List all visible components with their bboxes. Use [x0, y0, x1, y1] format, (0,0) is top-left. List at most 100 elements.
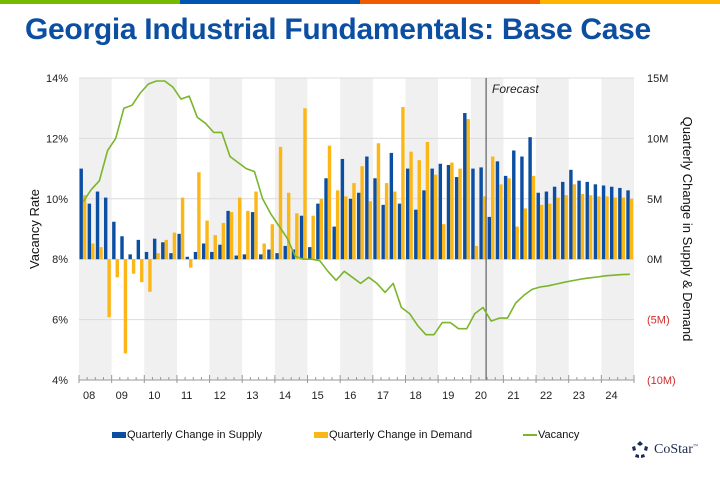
supply-bar — [512, 150, 516, 260]
demand-bar — [597, 196, 601, 260]
supply-bar — [528, 137, 532, 260]
x-tick-label: 08 — [83, 390, 95, 402]
demand-bar — [140, 259, 144, 283]
demand-bar — [295, 213, 299, 260]
strip-orange — [360, 0, 540, 4]
supply-bar — [79, 168, 83, 260]
y2-tick-label: 5M — [647, 194, 662, 206]
demand-bar — [417, 160, 421, 260]
supply-bar — [495, 161, 500, 260]
supply-bar — [283, 245, 287, 260]
year-band — [144, 78, 177, 380]
supply-bar — [193, 251, 198, 260]
y2-tick-label: (10M) — [647, 375, 676, 387]
supply-bar — [144, 251, 149, 260]
supply-bar — [446, 164, 451, 260]
supply-bar — [210, 251, 214, 260]
costar-logo: CoStar™ — [630, 440, 698, 460]
supply-bar — [267, 249, 271, 260]
demand-bar — [613, 197, 617, 260]
supply-bar — [405, 168, 410, 260]
legend-swatch-supply — [112, 432, 126, 438]
demand-bar — [91, 243, 95, 260]
supply-bar — [381, 204, 385, 260]
supply-bar — [438, 163, 443, 260]
supply-bar — [389, 152, 394, 260]
demand-bar — [556, 197, 560, 260]
demand-bar — [548, 203, 552, 260]
supply-bar — [536, 192, 540, 260]
supply-bar — [365, 156, 369, 260]
supply-bar — [291, 249, 296, 260]
demand-bar — [360, 166, 364, 260]
demand-bar — [327, 145, 332, 260]
x-tick-label: 10 — [148, 390, 160, 402]
y-axis-left: 14% 12% 10% 8% 6% 4% — [46, 73, 68, 387]
demand-bar — [99, 247, 103, 260]
supply-bar — [201, 243, 206, 260]
supply-bar — [552, 186, 557, 260]
demand-bar — [474, 245, 479, 260]
demand-bar — [237, 197, 242, 260]
supply-bar — [87, 203, 92, 260]
year-band — [209, 78, 243, 380]
supply-bar — [471, 168, 475, 260]
demand-bar — [229, 212, 234, 260]
x-tick-label: 12 — [214, 390, 226, 402]
demand-bar — [213, 235, 217, 260]
strip-blue — [180, 0, 360, 4]
supply-bar — [577, 180, 581, 260]
page-title: Georgia Industrial Fundamentals: Base Ca… — [25, 13, 651, 46]
demand-bar — [539, 204, 544, 260]
legend-swatch-vacancy — [523, 434, 537, 436]
chart-legend: Quarterly Change in Supply Quarterly Cha… — [0, 429, 720, 445]
y2-tick-label: 10M — [647, 133, 668, 145]
demand-bar — [278, 146, 283, 260]
x-tick-label: 14 — [279, 390, 291, 402]
supply-bar — [234, 255, 238, 260]
supply-bar — [177, 233, 181, 260]
demand-bar — [123, 259, 128, 354]
legend-label-vacancy: Vacancy — [538, 429, 580, 441]
supply-bar — [259, 254, 263, 260]
supply-bar — [356, 192, 361, 260]
supply-bar — [324, 178, 328, 260]
supply-bar — [618, 187, 622, 260]
legend-item-supply: Quarterly Change in Supply — [112, 429, 262, 441]
demand-bar — [523, 208, 528, 260]
demand-bar — [458, 168, 462, 260]
legend-label-demand: Quarterly Change in Demand — [329, 429, 473, 441]
supply-bar — [585, 181, 589, 260]
demand-bar — [262, 243, 266, 260]
supply-bar — [120, 236, 124, 260]
legend-item-demand: Quarterly Change in Demand — [314, 429, 472, 441]
brand-color-strip — [0, 0, 720, 4]
demand-bar — [621, 197, 626, 260]
supply-bar — [242, 254, 247, 260]
x-tick-label: 21 — [507, 390, 519, 402]
supply-bar — [250, 212, 255, 260]
demand-bar — [409, 151, 413, 260]
costar-wordmark: CoStar™ — [654, 442, 698, 457]
demand-bar — [515, 226, 519, 260]
demand-bar — [246, 210, 250, 260]
demand-bar — [450, 162, 454, 260]
supply-bar — [610, 186, 614, 260]
legend-label-supply: Quarterly Change in Supply — [127, 429, 263, 441]
y-tick-label: 12% — [46, 133, 68, 145]
demand-bar — [156, 253, 160, 260]
demand-bar — [425, 142, 430, 260]
demand-bar — [319, 198, 324, 260]
y2-tick-label: 15M — [647, 73, 668, 85]
supply-bar — [332, 226, 336, 260]
supply-bar — [185, 256, 190, 260]
demand-bar — [491, 156, 495, 260]
demand-bar — [115, 259, 119, 278]
y-tick-label: 4% — [52, 375, 68, 387]
supply-bar — [169, 253, 173, 260]
supply-bar — [503, 175, 508, 260]
supply-bar — [103, 197, 108, 260]
supply-bar — [463, 113, 467, 260]
demand-bar — [393, 191, 397, 260]
supply-bar — [479, 167, 483, 260]
